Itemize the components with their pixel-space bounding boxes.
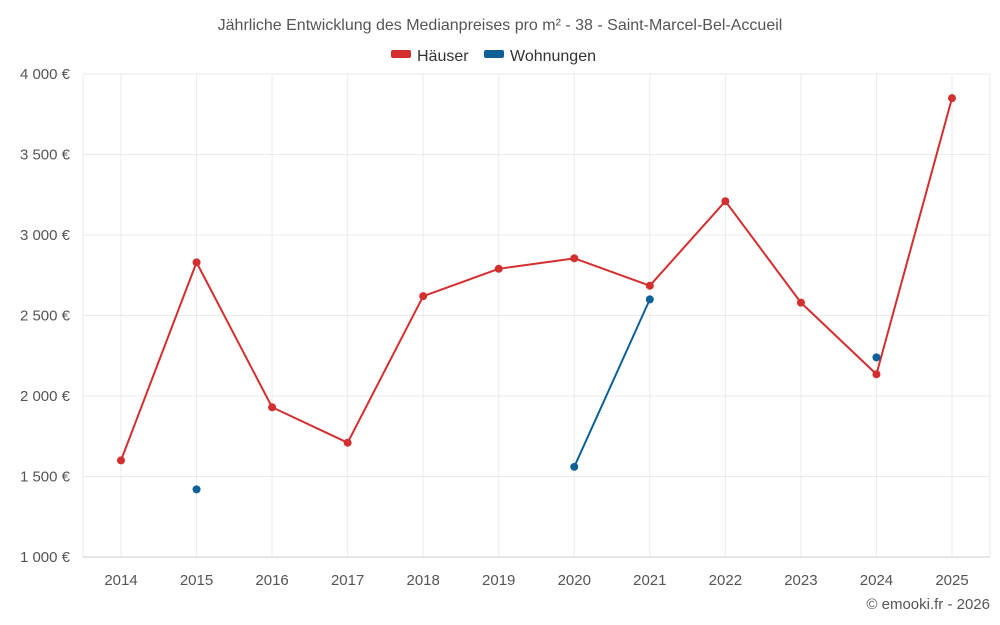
y-tick-label: 1 000 €	[20, 549, 71, 566]
data-point-haeuser-2018[interactable]	[419, 292, 428, 301]
x-tick-label: 2014	[104, 572, 137, 589]
legend-label-wohnungen: Wohnungen	[510, 48, 596, 65]
data-point-haeuser-2025[interactable]	[948, 94, 956, 103]
x-tick-label: 2017	[331, 572, 364, 589]
data-point-haeuser-2024[interactable]	[872, 370, 881, 379]
series-haeuser	[117, 94, 956, 465]
data-point-haeuser-2023[interactable]	[796, 298, 805, 307]
series	[117, 94, 956, 494]
y-tick-label: 3 000 €	[20, 227, 71, 244]
series-line-haeuser	[875, 97, 953, 376]
data-point-haeuser-2020[interactable]	[570, 254, 579, 263]
legend-label-haeuser: Häuser	[417, 48, 469, 65]
legend-swatch-wohnungen	[484, 50, 504, 58]
axes: 1 000 € 1 500 € 2 000 € 2 500 € 3 000 € 3 500…	[20, 66, 990, 589]
x-tick-label: 2016	[255, 572, 288, 589]
legend[interactable]: Häuser Wohnungen	[391, 48, 596, 65]
data-point-haeuser-2014[interactable]	[117, 456, 125, 465]
legend-item-haeuser[interactable]: Häuser	[391, 48, 469, 65]
data-point-haeuser-2015[interactable]	[192, 258, 201, 267]
series-line-haeuser	[497, 257, 576, 270]
series-line-haeuser	[573, 257, 651, 287]
x-tick-label: 2018	[406, 572, 439, 589]
x-tick-label: 2024	[860, 572, 893, 589]
series-line-haeuser	[724, 200, 802, 304]
x-tick-label: 2025	[935, 572, 968, 589]
series-line-haeuser	[120, 261, 198, 462]
x-tick-label: 2023	[784, 572, 817, 589]
series-line-haeuser	[648, 200, 727, 287]
data-point-haeuser-2022[interactable]	[721, 197, 730, 206]
series-line-haeuser	[195, 261, 274, 409]
y-tick-label: 1 500 €	[20, 469, 71, 486]
data-point-wohnungen-2015[interactable]	[192, 485, 201, 494]
series-line-haeuser	[422, 267, 500, 298]
x-tick-label: 2020	[558, 572, 591, 589]
x-tick-label: 2021	[633, 572, 666, 589]
series-wohnungen	[192, 295, 881, 494]
chart-title: Jährliche Entwicklung des Medianpreises …	[218, 17, 783, 34]
data-point-wohnungen-2021[interactable]	[645, 295, 654, 304]
series-line-haeuser	[799, 301, 878, 376]
series-line-haeuser	[346, 295, 425, 444]
legend-swatch-haeuser	[391, 50, 411, 58]
data-point-haeuser-2019[interactable]	[494, 264, 503, 273]
x-tick-label: 2022	[709, 572, 742, 589]
data-point-haeuser-2017[interactable]	[343, 438, 352, 447]
y-tick-label: 2 500 €	[20, 308, 71, 325]
x-tick-label: 2019	[482, 572, 515, 589]
data-point-wohnungen-2024[interactable]	[872, 353, 881, 362]
y-tick-label: 2 000 €	[20, 388, 71, 405]
y-tick-label: 3 500 €	[20, 147, 71, 164]
data-point-wohnungen-2020[interactable]	[570, 462, 579, 471]
credit-text: © emooki.fr - 2026	[866, 596, 990, 613]
legend-item-wohnungen[interactable]: Wohnungen	[484, 48, 596, 65]
x-tick-label: 2015	[180, 572, 213, 589]
data-point-haeuser-2021[interactable]	[645, 281, 654, 290]
data-point-haeuser-2016[interactable]	[268, 403, 277, 412]
y-tick-label: 4 000 €	[20, 66, 71, 83]
series-line-wohnungen	[573, 298, 651, 468]
grid	[82, 73, 991, 557]
series-line-haeuser	[271, 406, 349, 444]
